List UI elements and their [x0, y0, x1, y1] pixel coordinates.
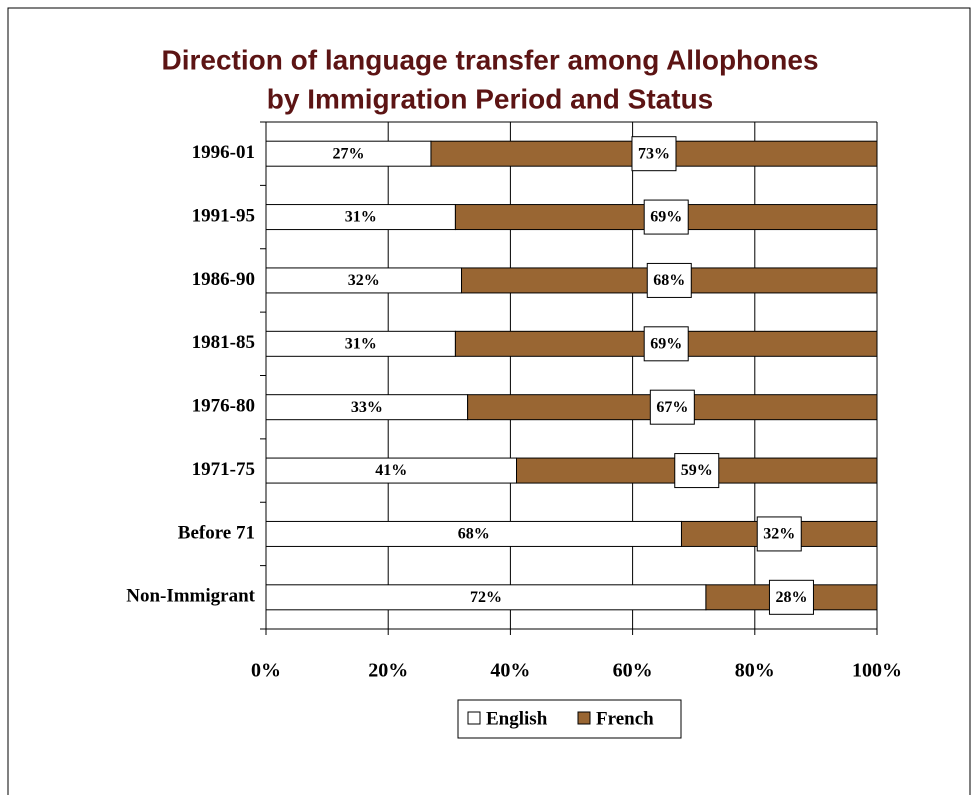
bar-segment — [265, 204, 456, 231]
value-label-box — [643, 326, 689, 362]
y-tick-label: 1971-75 — [192, 459, 255, 480]
value-label-box — [646, 262, 692, 298]
value-label-box — [643, 199, 689, 235]
chart-subtitle: by Immigration Period and Status — [267, 83, 714, 114]
y-tick-label: 1976-80 — [192, 396, 255, 417]
value-label: 32% — [763, 526, 795, 543]
value-label: 72% — [470, 589, 502, 606]
x-tick-label: 80% — [735, 660, 775, 682]
x-tick-label: 60% — [613, 660, 653, 682]
value-label: 68% — [653, 272, 685, 289]
value-label: 31% — [345, 335, 377, 352]
y-tick-label: Before 71 — [178, 522, 255, 543]
legend-label: English — [486, 708, 548, 729]
value-label-box — [649, 389, 695, 425]
value-label-box — [631, 136, 677, 172]
value-label: 27% — [332, 145, 364, 162]
value-label: 67% — [656, 399, 688, 416]
x-tick-label: 20% — [368, 660, 408, 682]
value-label-box — [674, 453, 720, 489]
y-tick-label: 1996-01 — [192, 142, 255, 163]
y-tick-label: Non-Immigrant — [126, 586, 255, 607]
legend-swatch — [577, 711, 591, 725]
bar-segment — [265, 140, 432, 167]
value-label: 31% — [345, 209, 377, 226]
legend-label: French — [596, 708, 654, 729]
value-label: 28% — [775, 589, 807, 606]
y-tick-label: 1991-95 — [192, 205, 255, 226]
value-label: 69% — [650, 209, 682, 226]
value-label: 73% — [638, 145, 670, 162]
x-tick-label: 40% — [490, 660, 530, 682]
value-label: 41% — [375, 462, 407, 479]
bar-segment — [265, 457, 518, 484]
value-label-box — [768, 579, 814, 615]
value-label: 68% — [458, 526, 490, 543]
x-tick-label: 0% — [251, 660, 281, 682]
value-label-box — [756, 516, 802, 552]
chart-title: Direction of language transfer among All… — [161, 44, 818, 75]
value-label: 32% — [348, 272, 380, 289]
value-label: 69% — [650, 335, 682, 352]
y-tick-label: 1981-85 — [192, 332, 255, 353]
bar-segment — [265, 330, 456, 357]
value-label: 59% — [681, 462, 713, 479]
legend-swatch — [467, 711, 481, 725]
y-tick-label: 1986-90 — [192, 269, 255, 290]
x-tick-label: 100% — [852, 660, 902, 682]
legend-box — [457, 699, 682, 739]
value-label: 33% — [351, 399, 383, 416]
